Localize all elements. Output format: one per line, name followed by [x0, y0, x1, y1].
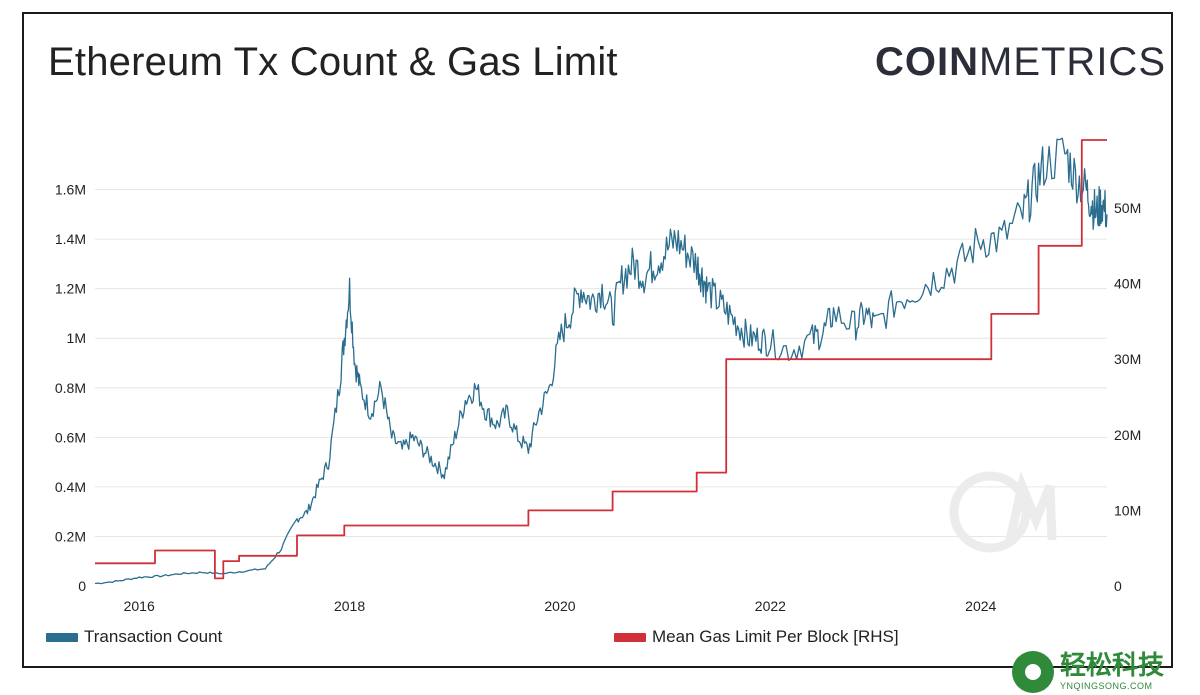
y-right-tick-label: 30M	[1114, 351, 1141, 367]
chart-title: Ethereum Tx Count & Gas Limit	[48, 40, 618, 84]
y-left-tick-label: 1.6M	[55, 182, 86, 198]
logo-bold-text: COIN	[875, 40, 979, 84]
legend-item-transaction-count: Transaction Count	[46, 627, 222, 647]
y-left-tick-label: 1.2M	[55, 281, 86, 297]
legend-swatch-gas	[614, 632, 646, 642]
series-line-tx-count	[94, 137, 1108, 585]
y-left-tick-label: 0.6M	[55, 429, 86, 445]
watermark-mark	[1005, 471, 1057, 541]
y-right-tick-label: 20M	[1114, 427, 1141, 443]
y-right-tick-label: 0	[1114, 578, 1122, 594]
logo-light-text: METRICS	[979, 40, 1166, 84]
y-right-tick-label: 50M	[1114, 200, 1141, 216]
badge-sub-text: YNQINGSONG.COM	[1060, 680, 1153, 691]
axis-ticks: 0 0.2M 0.4M 0.6M 0.8M 1M 1.2M 1.4M 1.6M 0 10M 20M 30…	[55, 182, 1141, 614]
x-tick-label: 2020	[544, 598, 575, 614]
y-left-tick-label: 0.8M	[55, 380, 86, 396]
legend-label-gas: Mean Gas Limit Per Block [RHS]	[652, 627, 899, 646]
y-left-tick-label: 0.2M	[55, 528, 86, 544]
y-left-tick-label: 0.4M	[55, 479, 86, 495]
chart-frame	[22, 12, 1173, 668]
series-group	[94, 137, 1108, 585]
y-left-tick-label: 1M	[67, 330, 86, 346]
series-line-gas-limit	[95, 139, 1107, 580]
watermark-circle	[949, 471, 1031, 553]
badge-main-text: 轻松科技	[1060, 650, 1165, 681]
x-tick-label: 2018	[334, 598, 365, 614]
watermark	[949, 471, 1057, 553]
y-right-tick-label: 10M	[1114, 502, 1141, 518]
y-right-tick-label: 40M	[1114, 276, 1141, 292]
coinmetrics-logo: COINMETRICS	[875, 40, 1166, 85]
y-left-tick-label: 1.4M	[55, 231, 86, 247]
legend-item-gas-limit: Mean Gas Limit Per Block [RHS]	[614, 627, 899, 647]
legend-swatch-tx	[46, 632, 78, 642]
legend-label-tx: Transaction Count	[84, 627, 223, 646]
grid-lines	[95, 189, 1107, 537]
x-tick-label: 2022	[755, 598, 786, 614]
x-tick-label: 2024	[965, 598, 996, 614]
badge-logo-icon	[1012, 650, 1054, 693]
site-badge: 轻松科技 YNQINGSONG.COM	[1012, 648, 1200, 695]
x-tick-label: 2016	[124, 598, 155, 614]
y-left-tick-label: 0	[78, 578, 86, 594]
